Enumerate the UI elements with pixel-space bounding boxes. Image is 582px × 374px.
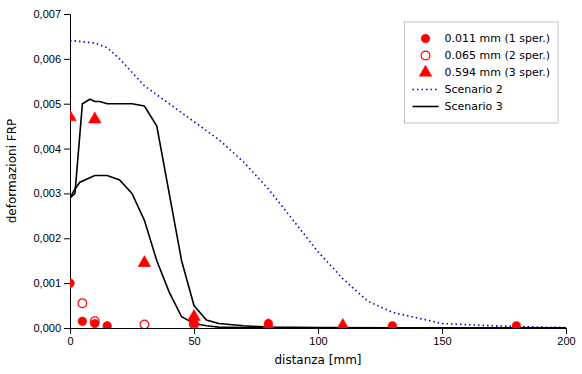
- chart: 0501001502000,0000,0010,0020,0030,0040,0…: [0, 0, 582, 374]
- line: [70, 99, 566, 328]
- tick-label: 200: [557, 335, 575, 347]
- tick-label: 0,003: [33, 187, 61, 199]
- point: [388, 321, 397, 328]
- point: [262, 318, 275, 328]
- legend-label: Scenario 2: [445, 83, 503, 96]
- line: [70, 41, 566, 328]
- point: [88, 112, 101, 123]
- tick-label: 0,002: [33, 232, 61, 244]
- tick-mark: [64, 238, 70, 239]
- point: [103, 321, 112, 328]
- tick-label: 0,007: [33, 8, 61, 20]
- legend-swatch: [421, 34, 430, 43]
- tick-mark: [64, 104, 70, 105]
- tick-mark: [194, 328, 195, 334]
- tick: 0,003: [33, 187, 70, 199]
- line: [70, 175, 566, 327]
- axis-line: [64, 15, 71, 329]
- y-axis-title: deformazioni FRP: [5, 119, 19, 224]
- tick-label: 0,001: [33, 277, 61, 289]
- legend-frame: [405, 22, 558, 123]
- tick-mark: [64, 283, 70, 284]
- legend-label: 0.011 mm (1 sper.): [445, 32, 550, 45]
- plot-area: [70, 41, 566, 328]
- tick-mark: [566, 328, 567, 334]
- tick: 0,006: [33, 53, 70, 65]
- legend-label: 0.594 mm (3 sper.): [445, 66, 550, 79]
- tick-label: 0,005: [33, 98, 61, 110]
- point: [78, 317, 87, 326]
- tick-label: 0,006: [33, 53, 61, 65]
- tick-mark: [318, 328, 319, 334]
- axis-line: [71, 329, 567, 335]
- tick-label: 0: [67, 335, 73, 347]
- legend-swatch: [413, 106, 439, 108]
- tick-mark: [64, 14, 70, 15]
- tick-label: 100: [309, 335, 327, 347]
- legend-swatch: [421, 51, 430, 60]
- point: [336, 318, 349, 328]
- tick-mark: [64, 59, 70, 60]
- tick-label: 50: [188, 335, 200, 347]
- x-axis: 0 50 100 150 200: [67, 328, 575, 347]
- y-axis: 0,000 0,001 0,002 0,003 0,004 0,005 0,006 0,007: [33, 8, 70, 334]
- tick: 0,002: [33, 232, 70, 244]
- tick: 0: [67, 328, 73, 347]
- tick: 0,000: [33, 322, 70, 334]
- point: [190, 320, 199, 328]
- point: [70, 279, 74, 288]
- tick-mark: [64, 328, 70, 329]
- tick: 0,001: [33, 277, 70, 289]
- tick: 200: [557, 328, 575, 347]
- point: [140, 320, 149, 328]
- legend: 0.011 mm (1 sper.) 0.065 mm (2 sper.) 0.59…: [405, 22, 558, 123]
- tick: 0,005: [33, 98, 70, 110]
- point: [138, 256, 151, 267]
- tick-label: 0,004: [33, 143, 61, 155]
- tick-mark: [442, 328, 443, 334]
- x-axis-title: distanza [mm]: [274, 353, 361, 367]
- tick: 150: [433, 328, 451, 347]
- tick: 0,007: [33, 8, 70, 20]
- legend-label: Scenario 3: [445, 100, 503, 113]
- tick-mark: [64, 149, 70, 150]
- point: [70, 110, 76, 121]
- tick: 0,004: [33, 143, 70, 155]
- point: [78, 299, 87, 308]
- legend-swatch: [419, 65, 432, 76]
- tick-label: 150: [433, 335, 451, 347]
- tick-mark: [64, 193, 70, 194]
- legend-swatch: [413, 89, 439, 91]
- point: [512, 321, 521, 328]
- point: [188, 309, 201, 320]
- tick: 100: [309, 328, 327, 347]
- legend-label: 0.065 mm (2 sper.): [445, 49, 550, 62]
- tick-label: 0,000: [33, 322, 61, 334]
- point: [90, 317, 99, 326]
- tick: 50: [188, 328, 200, 347]
